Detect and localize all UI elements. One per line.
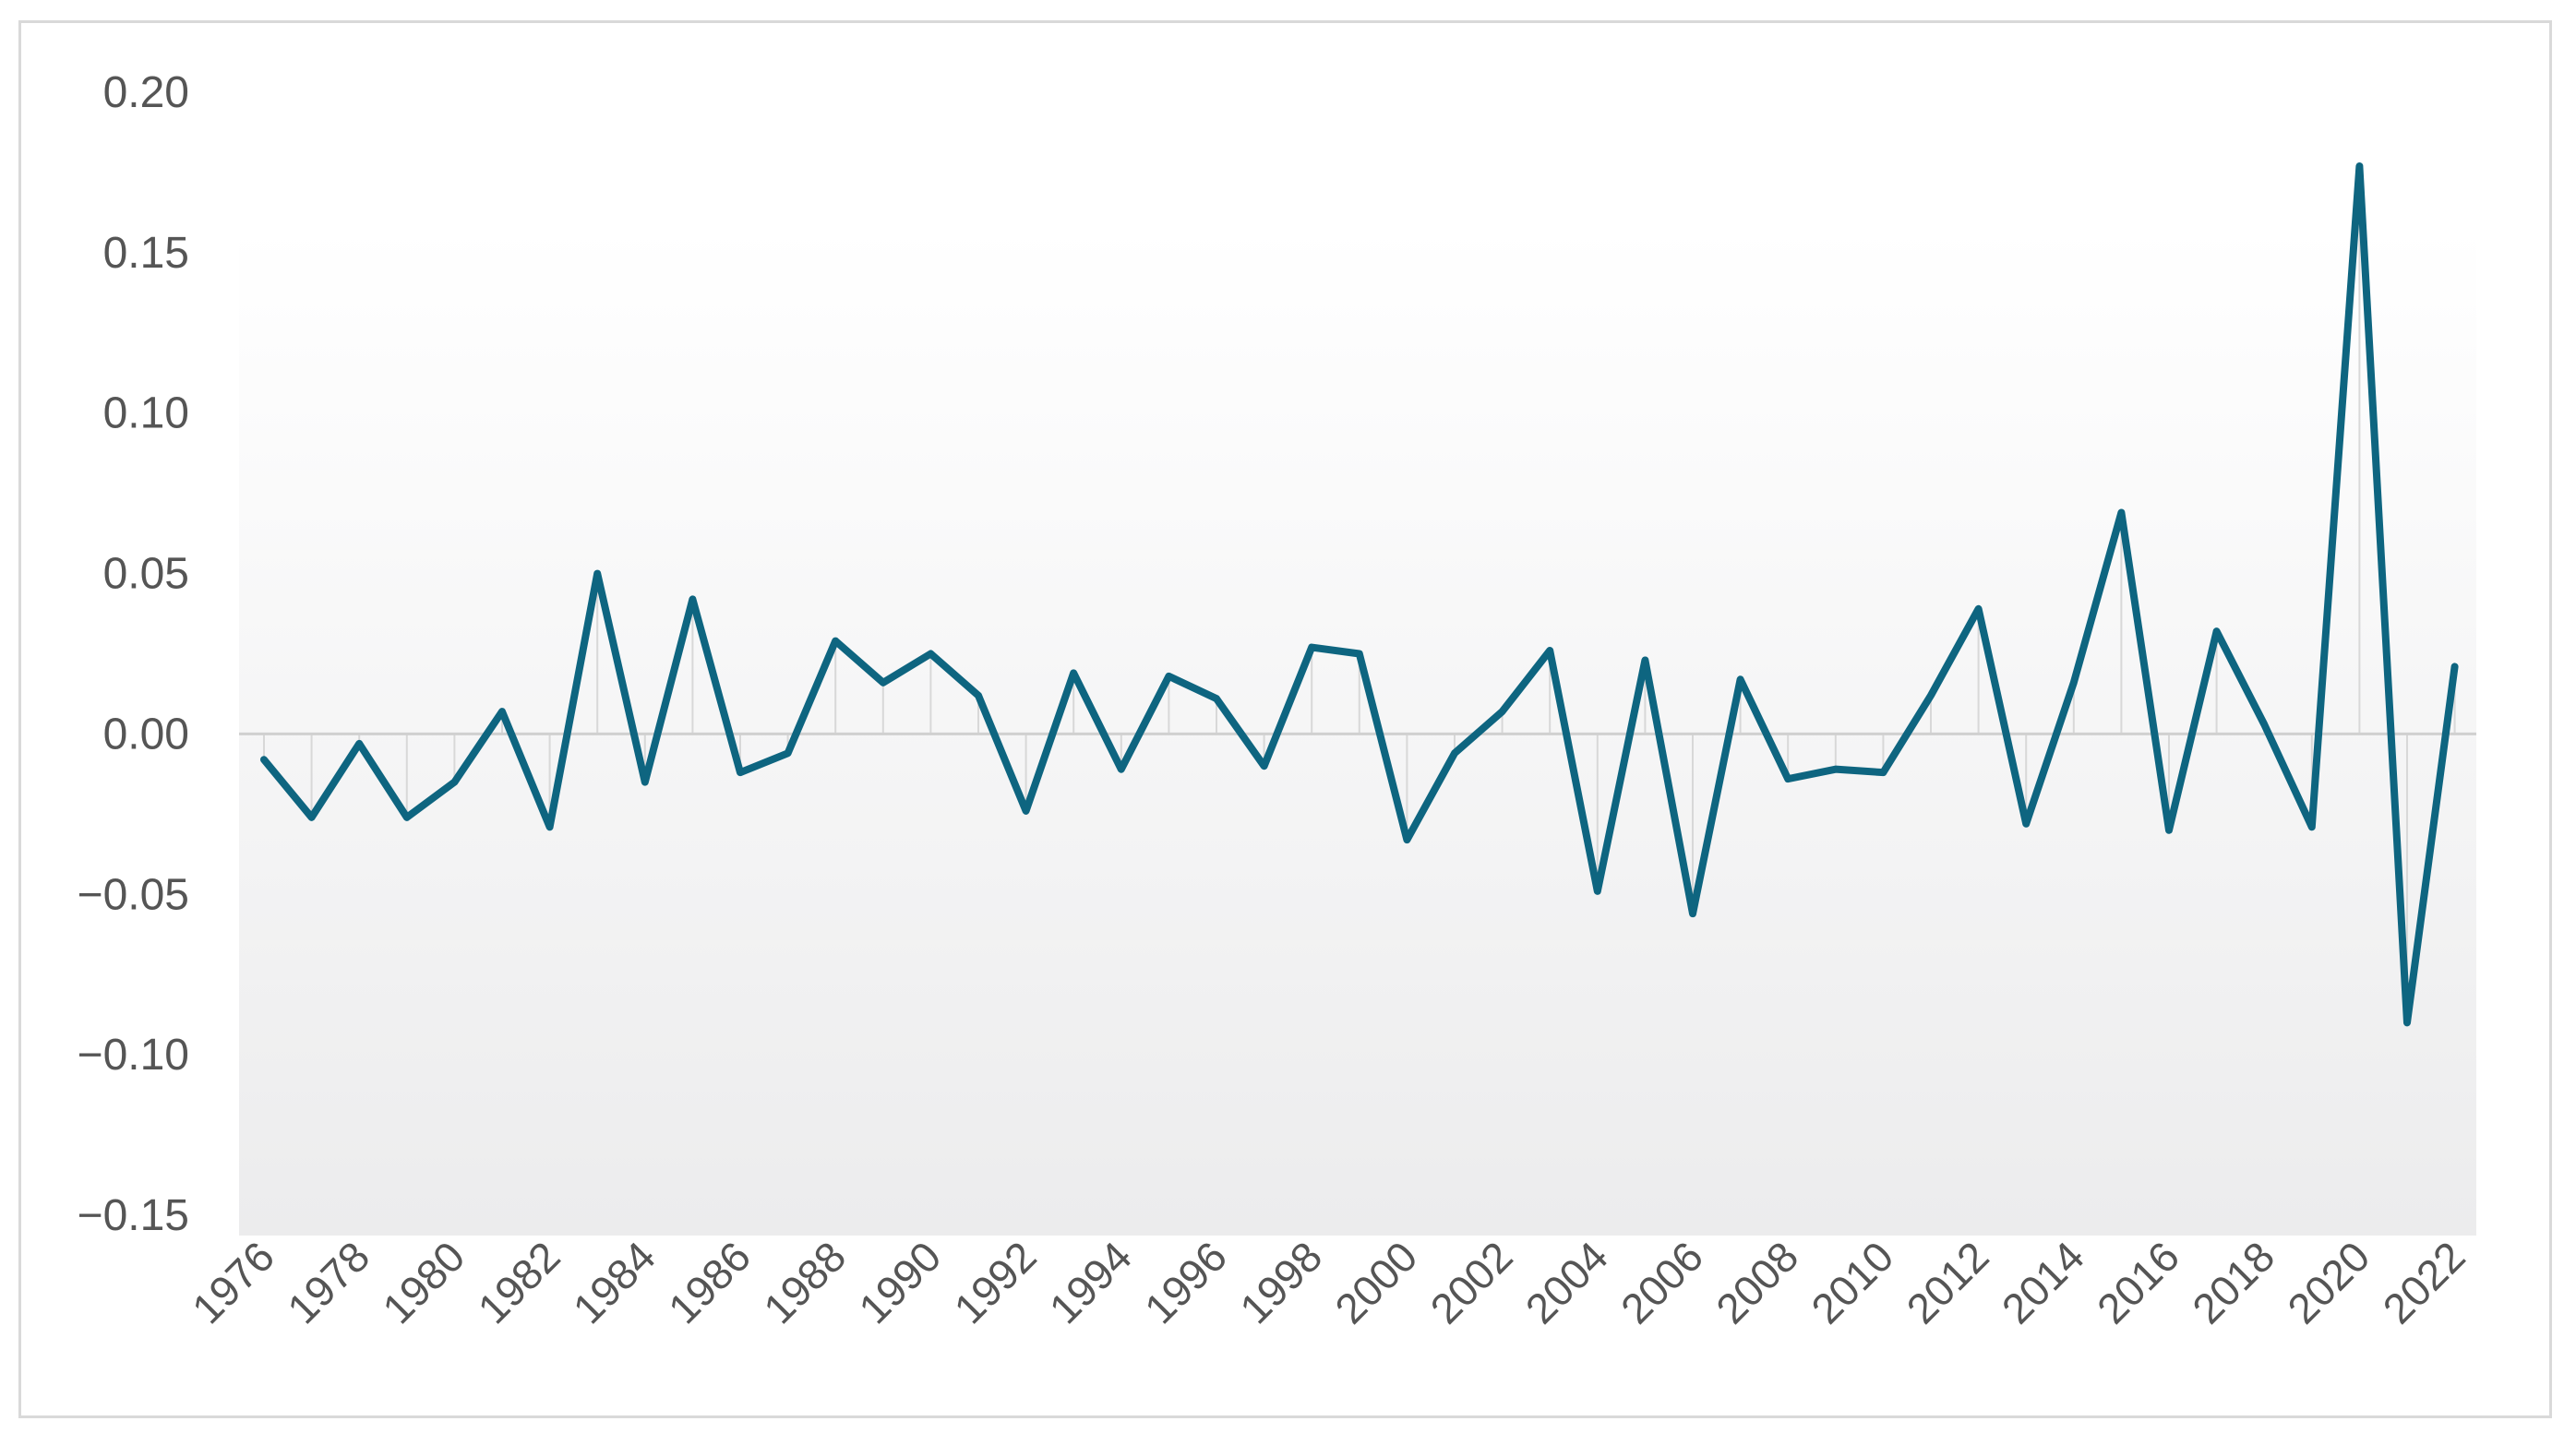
x-tick-label: 2022 — [2374, 1232, 2474, 1332]
x-tick-label: 1992 — [945, 1232, 1046, 1332]
y-tick-label: −0.05 — [78, 870, 189, 919]
y-tick-label: 0.10 — [103, 389, 189, 438]
x-tick-label: 1998 — [1230, 1232, 1331, 1332]
chart-frame: 0.20 0.15 0.10 0.05 0.00 −0.05 −0.10 −0.15 1976… — [18, 20, 2552, 1418]
y-tick-label: 0.15 — [103, 229, 189, 278]
x-tick-label: 1986 — [659, 1232, 760, 1332]
y-tick-label: −0.10 — [78, 1031, 189, 1080]
x-tick-label: 1980 — [373, 1232, 473, 1332]
y-tick-label: 0.05 — [103, 550, 189, 599]
x-tick-label: 2010 — [1802, 1232, 1902, 1332]
x-axis-ticks: 1976197819801982198419861988199019921994… — [183, 1232, 2474, 1332]
x-tick-label: 2002 — [1421, 1232, 1522, 1332]
x-tick-label: 1990 — [849, 1232, 950, 1332]
y-tick-label: −0.15 — [78, 1191, 189, 1240]
x-tick-label: 2004 — [1516, 1232, 1617, 1332]
y-axis-ticks: 0.20 0.15 0.10 0.05 0.00 −0.05 −0.10 −0.15 — [78, 68, 189, 1240]
x-tick-label: 2020 — [2278, 1232, 2378, 1332]
x-tick-label: 1976 — [183, 1232, 283, 1332]
y-tick-label: 0.20 — [103, 68, 189, 117]
x-tick-label: 2018 — [2183, 1232, 2283, 1332]
x-tick-label: 2014 — [1993, 1232, 2093, 1332]
x-tick-label: 1984 — [564, 1232, 665, 1332]
x-tick-label: 1996 — [1135, 1232, 1236, 1332]
x-tick-label: 1978 — [278, 1232, 378, 1332]
x-tick-label: 1988 — [754, 1232, 855, 1332]
line-chart: 0.20 0.15 0.10 0.05 0.00 −0.05 −0.10 −0.15 1976… — [78, 68, 2476, 1332]
x-tick-label: 2006 — [1611, 1232, 1712, 1332]
x-tick-label: 2016 — [2088, 1232, 2188, 1332]
plot-area — [239, 226, 2476, 1236]
series-line — [260, 161, 2459, 1027]
x-tick-label: 1982 — [469, 1232, 569, 1332]
x-tick-label: 2012 — [1898, 1232, 1998, 1332]
x-tick-label: 1994 — [1040, 1232, 1141, 1332]
x-tick-label: 2008 — [1707, 1232, 1807, 1332]
x-tick-label: 2000 — [1325, 1232, 1426, 1332]
y-tick-label: 0.00 — [103, 710, 189, 758]
